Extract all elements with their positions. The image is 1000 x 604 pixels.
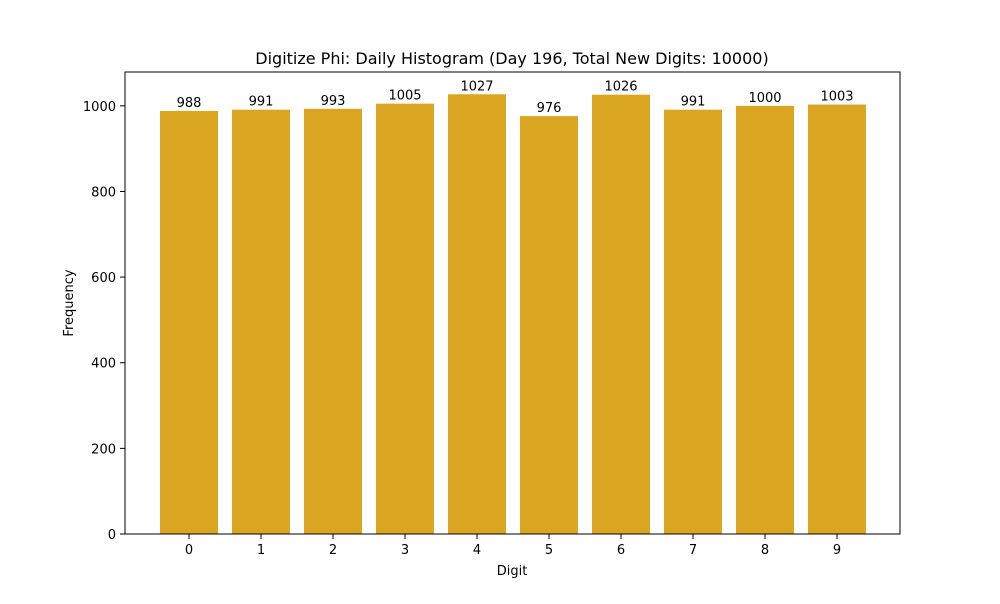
bar-value-label: 993: [321, 94, 346, 109]
bar-value-label: 976: [537, 101, 562, 116]
x-tick-label: 4: [473, 543, 481, 558]
x-axis: 0 1 2 3 4 5 6 7 8 9: [185, 534, 841, 558]
bar-value-label: 1003: [820, 90, 853, 105]
bar-digit-7: [664, 109, 722, 535]
x-tick-label: 9: [833, 543, 841, 558]
bar-value-label: 991: [681, 95, 706, 110]
x-tick-label: 7: [689, 543, 697, 558]
bar-value-label: 1000: [748, 91, 781, 106]
chart-title: Digitize Phi: Daily Histogram (Day 196, …: [255, 49, 768, 68]
bar-value-label: 1027: [460, 79, 493, 94]
y-tick-label: 600: [91, 271, 116, 286]
bar-value-label: 991: [249, 95, 274, 110]
bar-value-label: 1005: [388, 89, 421, 104]
bar-digit-6: [592, 94, 650, 534]
bar-digit-0: [160, 110, 218, 534]
bar-digit-4: [448, 94, 506, 534]
y-tick-label: 0: [108, 528, 116, 543]
bar-digit-3: [376, 103, 434, 535]
x-tick-label: 2: [329, 543, 337, 558]
x-tick-label: 0: [185, 543, 193, 558]
y-tick-label: 400: [91, 357, 116, 372]
x-tick-label: 8: [761, 543, 769, 558]
x-tick-label: 1: [257, 543, 265, 558]
bar-digit-1: [232, 109, 290, 535]
y-tick-label: 800: [91, 185, 116, 200]
bar-value-label: 988: [177, 96, 202, 111]
x-tick-label: 5: [545, 543, 553, 558]
bar-digit-8: [736, 105, 794, 534]
bars-group: 988 991 993 1005 1027 976 1026 991 1000 1003: [160, 79, 866, 535]
x-tick-label: 3: [401, 543, 409, 558]
x-tick-label: 6: [617, 543, 625, 558]
y-axis: 0 200 400 600 800 1000: [83, 100, 125, 543]
plot-frame: [124, 71, 901, 535]
y-tick-label: 1000: [83, 100, 116, 115]
bar-digit-2: [304, 108, 362, 534]
bar-value-label: 1026: [604, 80, 637, 95]
bar-digit-9: [808, 104, 866, 534]
y-axis-label: Frequency: [62, 269, 77, 336]
y-tick-label: 200: [91, 442, 116, 457]
bar-digit-5: [520, 116, 578, 535]
x-axis-label: Digit: [497, 564, 528, 579]
